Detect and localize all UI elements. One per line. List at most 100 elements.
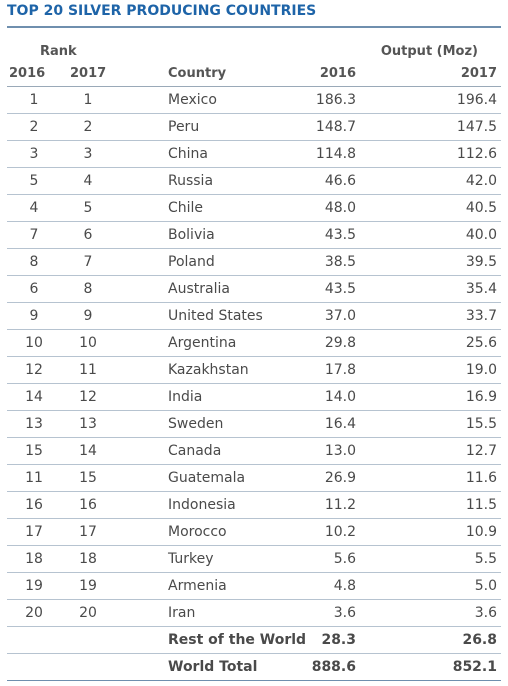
output-2016-cell: 5.6 (333, 551, 356, 567)
rank-2017-cell: 17 (79, 524, 97, 540)
table-row: 2 2 Peru 148.7 147.5 (0, 114, 508, 141)
total-2016-cell: 888.6 (311, 659, 356, 675)
row-divider (7, 518, 501, 519)
output-2016-cell: 14.0 (324, 389, 356, 405)
rank-2017-header: 2017 (70, 66, 107, 81)
rank-2017-cell: 4 (83, 173, 93, 189)
country-cell: China (168, 146, 208, 162)
table-row: 1 1 Mexico 186.3 196.4 (0, 87, 508, 114)
rank-2016-cell: 7 (29, 227, 39, 243)
output-2017-cell: 112.6 (456, 146, 497, 162)
rank-2016-cell: 5 (29, 173, 39, 189)
table-row: 10 10 Argentina 29.8 25.6 (0, 330, 508, 357)
table-row: 5 4 Russia 46.6 42.0 (0, 168, 508, 195)
country-cell: Russia (168, 173, 214, 189)
output-2017-cell: 11.6 (465, 470, 497, 486)
rank-2016-cell: 10 (25, 335, 43, 351)
rank-2016-cell: 17 (25, 524, 43, 540)
table-row: 13 13 Sweden 16.4 15.5 (0, 411, 508, 438)
rank-2017-cell: 3 (83, 146, 93, 162)
rank-2016-cell: 18 (25, 551, 43, 567)
output-2017-cell: 12.7 (465, 443, 497, 459)
row-divider (7, 626, 501, 627)
output-2017-header: 2017 (460, 66, 497, 81)
table-row: 3 3 China 114.8 112.6 (0, 141, 508, 168)
country-cell: Australia (168, 281, 230, 297)
output-group-header: Output (Moz) (380, 44, 478, 59)
rank-group-header: Rank (40, 44, 77, 59)
rank-2016-cell: 19 (25, 578, 43, 594)
rank-2016-header: 2016 (9, 66, 46, 81)
title-divider (7, 26, 501, 28)
table-row: 20 20 Iran 3.6 3.6 (0, 600, 508, 627)
row-divider (7, 545, 501, 546)
rank-2017-cell: 7 (83, 254, 93, 270)
output-2017-cell: 39.5 (465, 254, 497, 270)
rank-2016-cell: 20 (25, 605, 43, 621)
row-divider (7, 140, 501, 141)
rank-2017-cell: 13 (79, 416, 97, 432)
total-2017-cell: 852.1 (452, 659, 497, 675)
row-divider (7, 599, 501, 600)
total-label-cell: World Total (168, 659, 258, 675)
output-2017-cell: 5.0 (474, 578, 497, 594)
output-2016-header: 2016 (319, 66, 356, 81)
table-row: 9 9 United States 37.0 33.7 (0, 303, 508, 330)
rank-2017-cell: 6 (83, 227, 93, 243)
output-2016-cell: 186.3 (315, 92, 356, 108)
country-cell: Peru (168, 119, 200, 135)
rank-2017-cell: 15 (79, 470, 97, 486)
rank-2016-cell: 16 (25, 497, 43, 513)
row-divider (7, 383, 501, 384)
rank-2017-cell: 16 (79, 497, 97, 513)
rank-2016-cell: 6 (29, 281, 39, 297)
rank-2017-cell: 5 (83, 200, 93, 216)
total-row: World Total 888.6 852.1 (0, 654, 508, 681)
rank-2017-cell: 20 (79, 605, 97, 621)
output-2016-cell: 48.0 (324, 200, 356, 216)
rank-2016-cell: 2 (29, 119, 39, 135)
output-2017-cell: 10.9 (465, 524, 497, 540)
output-2017-cell: 3.6 (474, 605, 497, 621)
row-divider (7, 113, 501, 114)
row-divider (7, 356, 501, 357)
output-2016-cell: 4.8 (333, 578, 356, 594)
output-2017-cell: 5.5 (474, 551, 497, 567)
rank-2016-cell: 8 (29, 254, 39, 270)
output-2016-cell: 43.5 (324, 281, 356, 297)
rank-2017-cell: 10 (79, 335, 97, 351)
output-2017-cell: 196.4 (456, 92, 497, 108)
rank-2017-cell: 12 (79, 389, 97, 405)
header-divider (7, 86, 501, 87)
country-cell: Mexico (168, 92, 217, 108)
output-2016-cell: 46.6 (324, 173, 356, 189)
table-row: 12 11 Kazakhstan 17.8 19.0 (0, 357, 508, 384)
table-row: 4 5 Chile 48.0 40.5 (0, 195, 508, 222)
output-2016-cell: 11.2 (324, 497, 356, 513)
country-cell: India (168, 389, 203, 405)
country-cell: Canada (168, 443, 222, 459)
output-2016-cell: 29.8 (324, 335, 356, 351)
country-cell: Indonesia (168, 497, 236, 513)
output-2016-cell: 148.7 (315, 119, 356, 135)
output-2016-cell: 13.0 (324, 443, 356, 459)
total-row: Rest of the World 28.3 26.8 (0, 627, 508, 654)
rank-2016-cell: 11 (25, 470, 43, 486)
table-row: 14 12 India 14.0 16.9 (0, 384, 508, 411)
table-row: 7 6 Bolivia 43.5 40.0 (0, 222, 508, 249)
output-2017-cell: 147.5 (456, 119, 497, 135)
row-divider (7, 221, 501, 222)
output-2017-cell: 11.5 (465, 497, 497, 513)
row-divider (7, 302, 501, 303)
table-row: 18 18 Turkey 5.6 5.5 (0, 546, 508, 573)
table-row: 6 8 Australia 43.5 35.4 (0, 276, 508, 303)
rank-2016-cell: 15 (25, 443, 43, 459)
rank-2016-cell: 1 (29, 92, 39, 108)
table-row: 15 14 Canada 13.0 12.7 (0, 438, 508, 465)
output-2017-cell: 35.4 (465, 281, 497, 297)
row-divider (7, 653, 501, 654)
rank-2017-cell: 14 (79, 443, 97, 459)
output-2016-cell: 3.6 (333, 605, 356, 621)
rank-2017-cell: 2 (83, 119, 93, 135)
